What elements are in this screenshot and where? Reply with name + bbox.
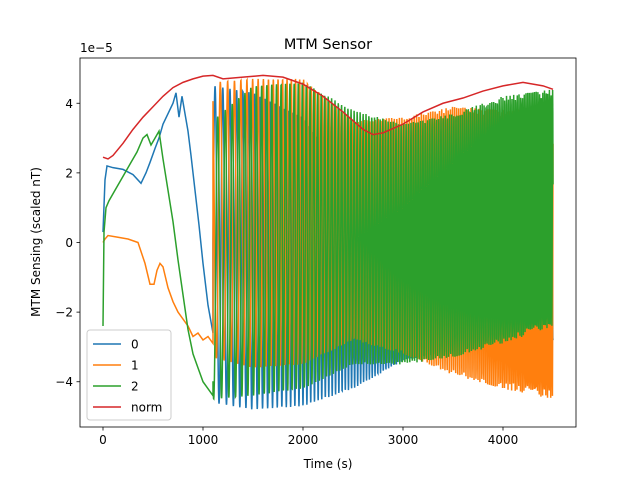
legend-label-norm: norm [131, 401, 162, 415]
legend-box [86, 329, 172, 421]
x-tick-label: 2000 [288, 433, 319, 447]
x-axis: 0 1000 2000 3000 4000 [99, 427, 518, 447]
y-axis-label: MTM Sensing (scaled nT) [29, 167, 43, 317]
series-line-2 [102, 82, 554, 401]
legend-label-2: 2 [131, 380, 139, 394]
y-tick-label: −4 [55, 375, 73, 389]
series-group [102, 74, 554, 410]
series-line-norm [102, 74, 554, 160]
chart-title: MTM Sensor [284, 37, 372, 53]
x-axis-label: Time (s) [303, 457, 353, 471]
x-tick-label: 1000 [188, 433, 219, 447]
legend-label-0: 0 [131, 338, 139, 352]
y-offset-label: 1e−5 [80, 41, 113, 55]
legend-label-1: 1 [131, 359, 139, 373]
x-tick-label: 4000 [488, 433, 519, 447]
x-tick-label: 0 [99, 433, 107, 447]
legend: 0 1 2 norm [86, 329, 172, 421]
y-axis: −4 −2 0 2 4 [55, 97, 80, 389]
x-tick-label: 3000 [388, 433, 419, 447]
y-tick-label: 4 [65, 97, 73, 111]
y-tick-label: −2 [55, 306, 73, 320]
plot-area [79, 57, 577, 428]
y-tick-label: 2 [65, 166, 73, 180]
y-tick-label: 0 [65, 236, 73, 250]
